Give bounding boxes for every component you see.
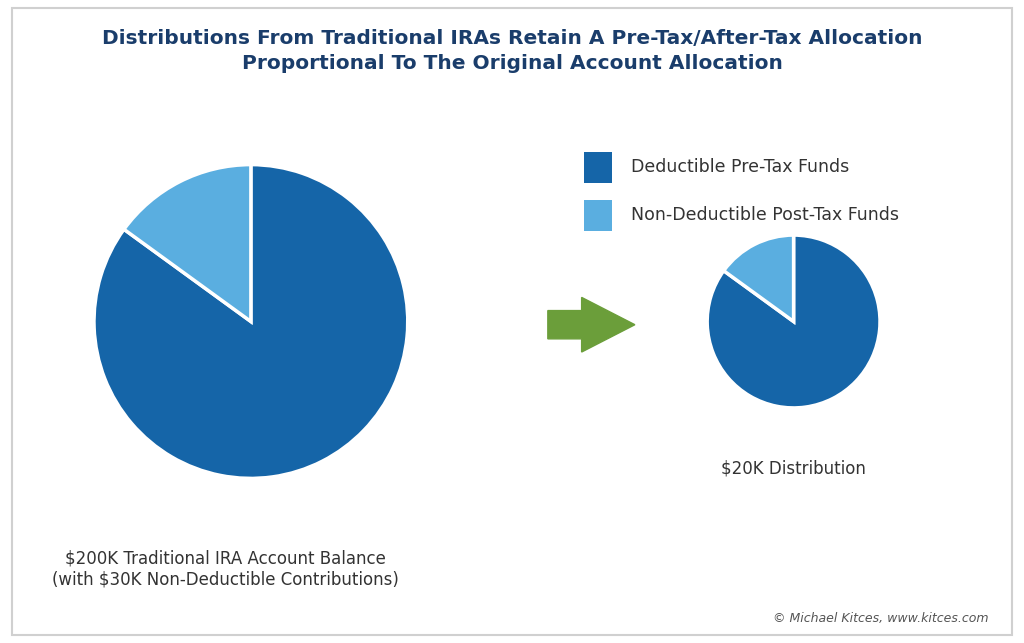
Text: Non-Deductible Post-Tax Funds: Non-Deductible Post-Tax Funds xyxy=(631,206,899,224)
Text: © Michael Kitces, www.kitces.com: © Michael Kitces, www.kitces.com xyxy=(773,612,988,625)
Text: (15%): (15%) xyxy=(324,235,377,253)
Bar xyxy=(584,200,612,231)
FancyBboxPatch shape xyxy=(12,8,1012,635)
Wedge shape xyxy=(708,235,880,408)
Text: $30K: $30K xyxy=(325,204,376,222)
Text: $17K: $17K xyxy=(750,345,797,363)
Text: $200K Traditional IRA Account Balance
(with $30K Non-Deductible Contributions): $200K Traditional IRA Account Balance (w… xyxy=(52,550,398,588)
Text: $170K: $170K xyxy=(127,384,190,402)
Wedge shape xyxy=(124,165,251,322)
Text: (15%): (15%) xyxy=(825,260,874,278)
Polygon shape xyxy=(548,297,635,352)
Text: (85%): (85%) xyxy=(132,415,185,433)
Text: (85%): (85%) xyxy=(749,376,798,394)
Bar xyxy=(584,152,612,183)
Text: $3K: $3K xyxy=(831,230,868,248)
Text: $20K Distribution: $20K Distribution xyxy=(721,460,866,478)
Wedge shape xyxy=(94,165,408,478)
Text: Deductible Pre-Tax Funds: Deductible Pre-Tax Funds xyxy=(631,158,849,176)
Text: Distributions From Traditional IRAs Retain A Pre-Tax/After-Tax Allocation
Propor: Distributions From Traditional IRAs Reta… xyxy=(101,29,923,73)
Wedge shape xyxy=(724,235,794,322)
